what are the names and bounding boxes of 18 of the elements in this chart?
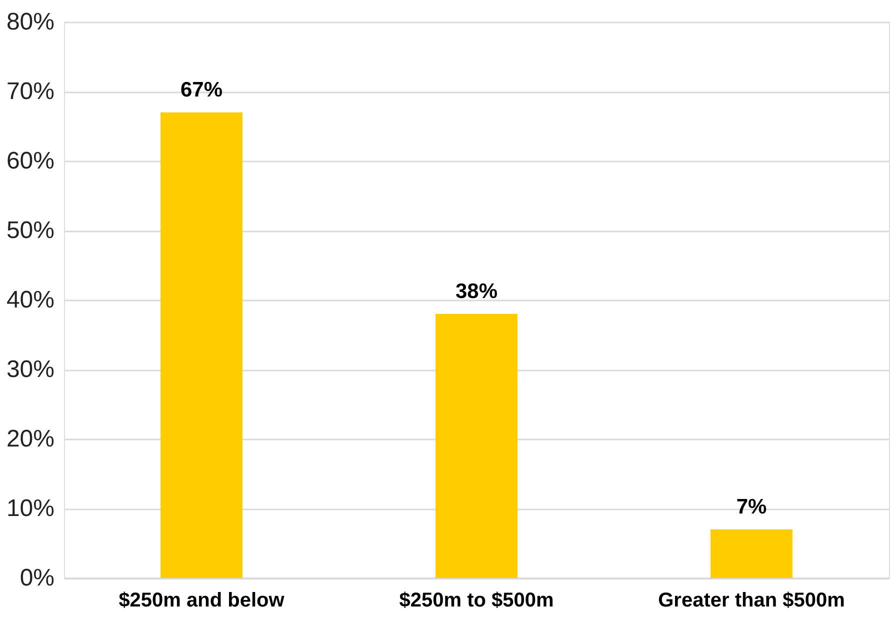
- x-tick-label: $250m and below: [118, 590, 285, 612]
- y-tick-label: 40%: [6, 286, 54, 314]
- data-label: 38%: [455, 280, 498, 303]
- data-label: 7%: [736, 495, 767, 518]
- y-tick-label: 30%: [6, 356, 54, 383]
- y-tick-label: 0%: [20, 564, 54, 592]
- y-tick-label: 60%: [6, 148, 54, 174]
- bar: [710, 529, 792, 578]
- y-tick-label: 50%: [6, 217, 54, 244]
- y-tick-label: 10%: [6, 495, 54, 522]
- y-tick-label: 80%: [6, 8, 54, 36]
- x-tick-label: Greater than $500m: [658, 590, 845, 612]
- x-tick-label: $250m to $500m: [399, 590, 554, 612]
- data-label: 67%: [180, 78, 223, 102]
- y-tick-label: 20%: [6, 426, 54, 452]
- bar: [160, 112, 242, 578]
- bar: [436, 314, 518, 578]
- y-tick-label: 70%: [6, 78, 54, 105]
